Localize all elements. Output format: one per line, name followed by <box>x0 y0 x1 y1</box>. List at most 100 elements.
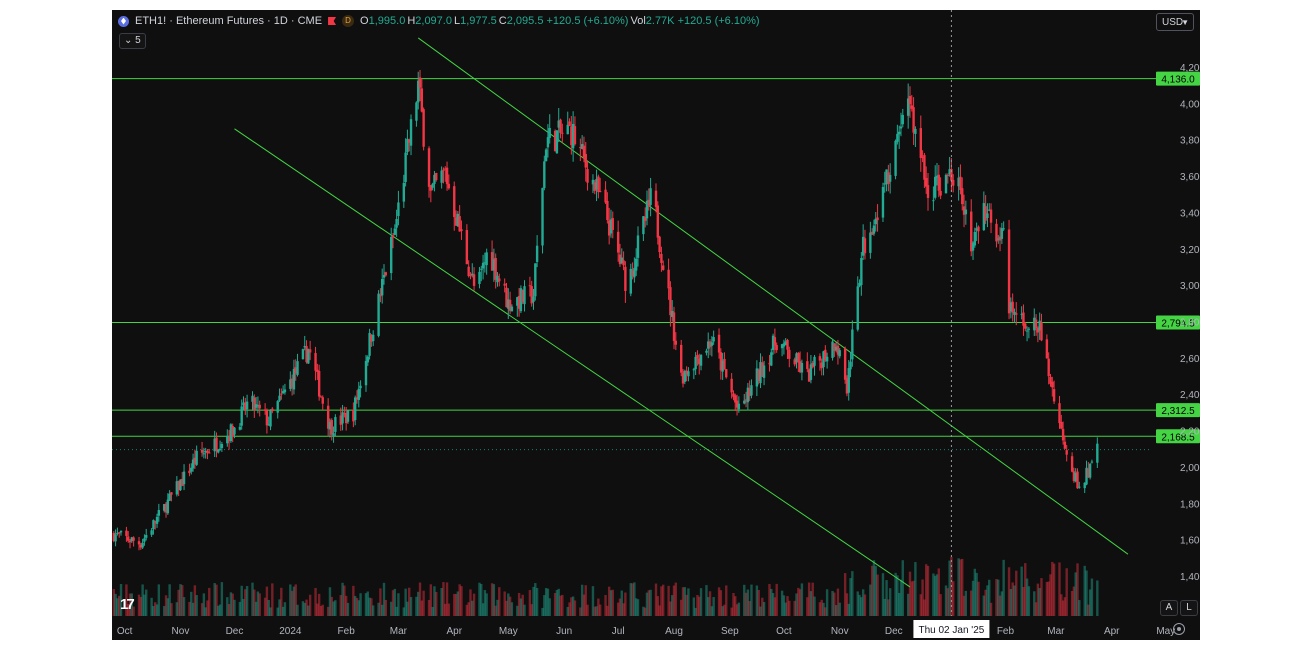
volume-bar <box>1034 602 1038 616</box>
volume-bar <box>597 598 600 616</box>
volume-bar <box>908 571 912 616</box>
currency-select[interactable]: USD ▼ <box>1156 13 1194 31</box>
candle-body <box>669 287 672 316</box>
indicator-collapse-button[interactable]: ⌄ 5 <box>119 33 146 49</box>
volume-bar <box>761 597 764 616</box>
candle-body <box>478 271 481 284</box>
volume-bar <box>465 604 469 616</box>
level-price-label: 2,794.5 <box>1161 318 1195 329</box>
candle-body <box>290 378 294 388</box>
candle-body <box>465 230 469 265</box>
candle-body <box>833 343 836 351</box>
candle-body <box>685 370 688 375</box>
volume-bar <box>932 573 935 616</box>
candle-body <box>380 278 384 296</box>
tradingview-logo[interactable]: 17 <box>120 596 135 613</box>
candle-body <box>317 370 321 397</box>
candle-body <box>607 220 611 236</box>
volume-bar <box>256 591 260 616</box>
candle-body <box>633 267 636 278</box>
candle-body <box>391 235 395 238</box>
candle-body <box>746 387 750 403</box>
time-tick-label: Mar <box>1047 626 1065 637</box>
candle-body <box>573 126 577 145</box>
candle-body <box>982 203 986 231</box>
volume-bar <box>762 602 766 616</box>
volume-bar <box>1049 574 1052 616</box>
candle-body <box>395 219 398 228</box>
volume-bar <box>561 594 564 616</box>
candle-body <box>289 379 292 389</box>
candle-body <box>579 147 582 149</box>
volume-bar <box>984 589 987 616</box>
volume-bar <box>719 590 723 616</box>
candle-body <box>544 149 548 162</box>
volume-bar <box>1033 591 1036 616</box>
volume-bar <box>190 591 193 616</box>
auto-scale-button[interactable]: A <box>1160 600 1178 616</box>
price-chart[interactable]: 4,136.0 2,794.5 2,312.5 2,168.5 Thu 02 Jan … <box>112 10 1200 640</box>
candle-body <box>593 182 596 191</box>
volume-bar <box>770 588 773 616</box>
candle-body <box>276 401 279 413</box>
volume-bar <box>155 604 159 616</box>
log-scale-button[interactable]: L <box>1180 600 1198 616</box>
volume-bar <box>330 596 333 616</box>
candle-body <box>825 356 829 362</box>
candle-body <box>683 370 687 382</box>
volume-bar <box>809 591 813 616</box>
volume-bar <box>339 595 342 616</box>
time-tick-label: May <box>499 626 518 637</box>
candle-body <box>364 360 368 386</box>
candle-body <box>417 80 420 103</box>
price-tick-label: 3,600.0 <box>1180 172 1200 183</box>
volume-bar <box>454 593 458 616</box>
candle-body <box>964 209 968 215</box>
candle-body <box>314 353 317 371</box>
candle-body <box>366 356 369 363</box>
candle-body <box>869 232 872 253</box>
candle-body <box>858 282 861 287</box>
volume-bar <box>793 600 796 616</box>
candle-body <box>1090 461 1094 463</box>
symbol-title[interactable]: ETH1! · Ethereum Futures · 1D · CME <box>135 15 323 27</box>
volume-bar <box>656 596 660 616</box>
volume-bar <box>800 583 804 616</box>
volume-bar <box>998 595 1002 616</box>
volume-bar <box>170 603 173 616</box>
candle-body <box>1040 322 1043 341</box>
candle-body <box>253 397 256 410</box>
volume-bar <box>580 584 584 616</box>
candle-body <box>698 358 701 365</box>
candle-body <box>444 168 447 170</box>
candle-body <box>699 355 703 366</box>
candle-body <box>631 270 634 276</box>
volume-bar <box>957 558 960 616</box>
volume-bar <box>366 591 369 616</box>
time-tick-label: Apr <box>446 626 462 637</box>
volume-bar <box>1007 567 1011 616</box>
candle-body <box>755 368 759 387</box>
candle-body <box>510 306 514 312</box>
candle-body <box>1049 376 1052 384</box>
candle-body <box>908 96 912 105</box>
candle-body <box>195 450 198 465</box>
volume-bar <box>181 585 184 616</box>
candle-body <box>296 361 299 375</box>
volume-bar <box>435 591 438 616</box>
chart-frame[interactable]: 4,136.0 2,794.5 2,312.5 2,168.5 Thu 02 Jan … <box>112 10 1200 640</box>
candle-body <box>238 426 242 430</box>
candle-body <box>181 478 184 486</box>
volume-bar <box>1025 578 1029 616</box>
volume-bar <box>811 582 814 616</box>
volume-bar <box>784 602 787 616</box>
flag-icon[interactable] <box>328 17 337 25</box>
time-tick-label: Feb <box>338 626 356 637</box>
candle-body <box>521 289 524 303</box>
candle-body <box>571 124 575 149</box>
volume-bar <box>685 594 688 616</box>
volume-bar <box>431 606 434 616</box>
gear-icon[interactable] <box>1173 623 1185 635</box>
candle-body <box>692 369 696 371</box>
volume-bar <box>532 586 535 616</box>
